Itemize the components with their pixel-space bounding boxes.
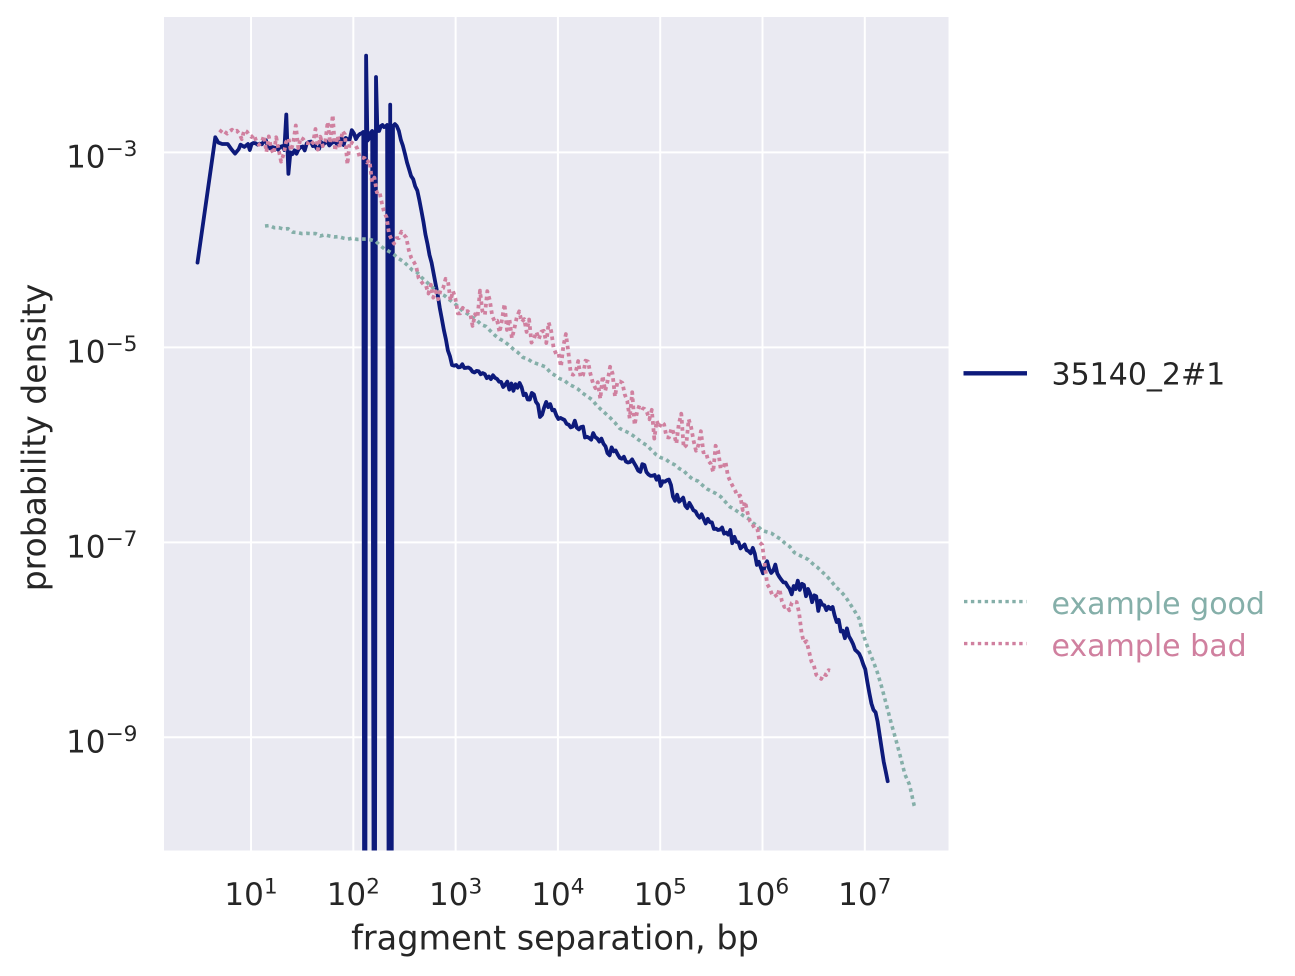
x-tick-1e6: 106 [736,874,789,913]
y-tick-labels: 10−3 10−5 10−7 10−9 [66,137,137,760]
x-tick-1e2: 102 [327,874,380,913]
legend-examples: example good example bad [964,587,1265,664]
x-tick-1e3: 103 [429,874,482,913]
legend-main: 35140_2#1 [963,358,1226,393]
curves [195,53,917,851]
y-axis-label: probability density [15,284,54,592]
y-tick-1e-5: 10−5 [66,332,137,371]
gridlines [164,17,949,851]
series-line-35140-2-1 [195,53,890,851]
legend-label-example-good: example good [1052,587,1265,622]
legend-label-example-bad: example bad [1052,629,1247,664]
x-tick-labels: 101 102 103 104 105 106 107 [224,874,891,913]
y-tick-1e-3: 10−3 [66,137,137,176]
axes-background [164,17,949,851]
x-tick-1e4: 104 [531,874,584,913]
x-tick-1e7: 107 [838,874,891,913]
x-tick-1e5: 105 [634,874,687,913]
x-axis-label: fragment separation, bp [351,918,759,957]
x-tick-1e1: 101 [224,874,277,913]
series-line-example-bad [218,113,831,681]
y-tick-1e-7: 10−7 [66,527,137,566]
legend-main-label: 35140_2#1 [1052,358,1226,393]
y-tick-1e-9: 10−9 [66,722,137,761]
